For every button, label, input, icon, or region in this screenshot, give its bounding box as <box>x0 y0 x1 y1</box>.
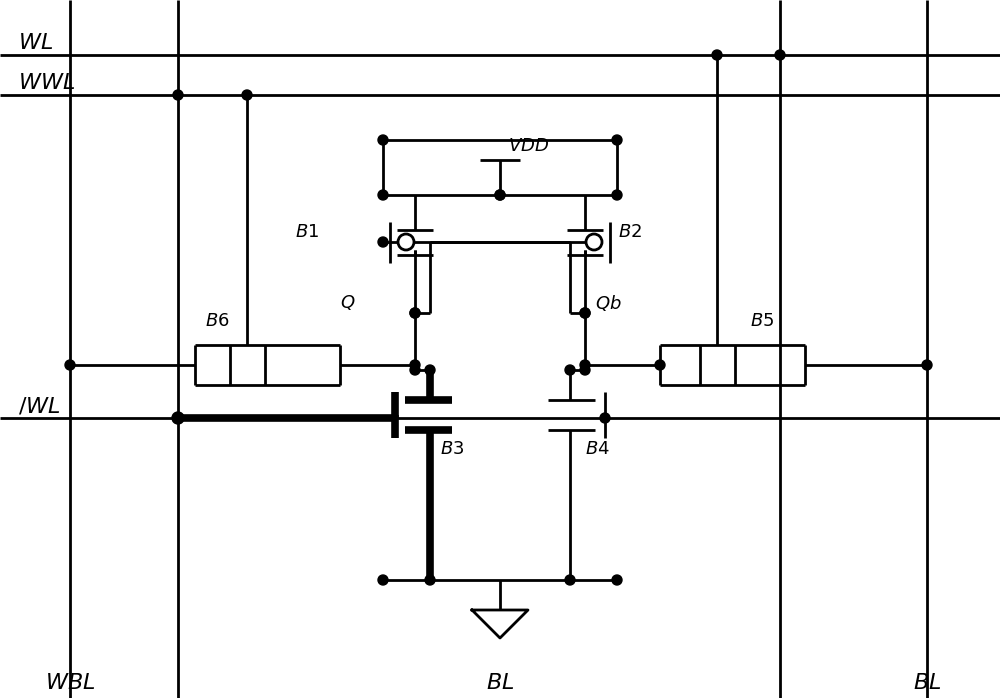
Circle shape <box>242 90 252 100</box>
Circle shape <box>173 90 183 100</box>
Text: $WWL$: $WWL$ <box>18 73 75 93</box>
Circle shape <box>378 575 388 585</box>
Circle shape <box>410 308 420 318</box>
Circle shape <box>410 308 420 318</box>
Circle shape <box>425 575 435 585</box>
Circle shape <box>922 360 932 370</box>
Text: $/WL$: $/WL$ <box>18 395 61 416</box>
Text: $B5$: $B5$ <box>750 312 774 330</box>
Circle shape <box>565 575 575 585</box>
Text: $Q$: $Q$ <box>340 293 355 313</box>
Circle shape <box>410 365 420 375</box>
Circle shape <box>580 308 590 318</box>
Circle shape <box>600 413 610 423</box>
Circle shape <box>580 360 590 370</box>
Circle shape <box>580 308 590 318</box>
Text: $B4$: $B4$ <box>585 440 610 458</box>
Text: $B1$: $B1$ <box>295 223 319 241</box>
Text: $B3$: $B3$ <box>440 440 464 458</box>
Circle shape <box>655 360 665 370</box>
Circle shape <box>425 365 435 375</box>
Text: $BL$: $BL$ <box>486 673 514 693</box>
Circle shape <box>398 234 414 250</box>
Circle shape <box>712 50 722 60</box>
Text: $B6$: $B6$ <box>205 312 230 330</box>
Circle shape <box>586 234 602 250</box>
Circle shape <box>612 575 622 585</box>
Circle shape <box>410 360 420 370</box>
Circle shape <box>378 190 388 200</box>
Text: $Qb$: $Qb$ <box>595 293 622 313</box>
Circle shape <box>612 190 622 200</box>
Text: $WBL$: $WBL$ <box>45 673 95 693</box>
Text: $BL$: $BL$ <box>913 673 941 693</box>
Circle shape <box>775 50 785 60</box>
Circle shape <box>378 135 388 145</box>
Circle shape <box>378 237 388 247</box>
Text: $VDD$: $VDD$ <box>508 137 549 155</box>
Text: $WL$: $WL$ <box>18 33 53 53</box>
Circle shape <box>495 190 505 200</box>
Circle shape <box>172 412 184 424</box>
Circle shape <box>565 365 575 375</box>
Circle shape <box>580 365 590 375</box>
Circle shape <box>495 190 505 200</box>
Text: $B2$: $B2$ <box>618 223 642 241</box>
Circle shape <box>65 360 75 370</box>
Circle shape <box>612 135 622 145</box>
Circle shape <box>173 413 183 423</box>
